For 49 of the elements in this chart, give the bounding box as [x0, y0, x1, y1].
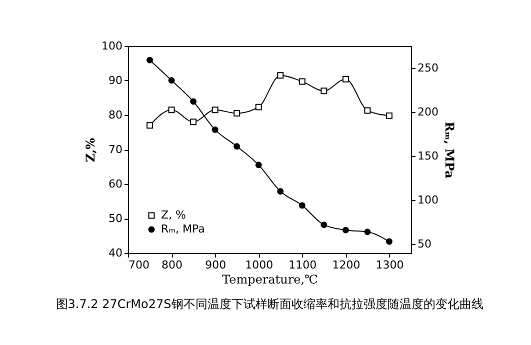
text: 图3.7.2 27CrMo27S钢不同温度下试样断面收缩率和抗拉强度随温度的变化曲线	[56, 297, 484, 311]
point	[386, 238, 392, 245]
point	[234, 110, 240, 117]
y2-axis-title: Rₘ, MPa	[442, 122, 456, 179]
y2-tick-label: 250	[418, 62, 438, 75]
point	[255, 162, 262, 168]
point	[364, 107, 371, 114]
y-tick-label: 70	[108, 143, 122, 156]
y-tick-label: 90	[108, 74, 122, 87]
x-tick-label: 1100	[288, 258, 317, 272]
x-tick-label: 1200	[332, 258, 360, 272]
x-tick-label: 800	[162, 258, 183, 272]
point	[386, 112, 392, 119]
legend-label: Rₘ, MPa	[161, 222, 205, 236]
y-tick-label: 100	[102, 40, 122, 52]
x-axis-title: Temperature,℃	[222, 272, 318, 286]
point	[298, 78, 306, 85]
y-tick-label: 40	[108, 246, 122, 260]
point	[255, 104, 262, 110]
x-tick-label: 900	[205, 258, 226, 272]
point	[212, 126, 218, 133]
y-axis-title: Z,%	[84, 137, 98, 162]
point	[364, 228, 371, 236]
y2-tick-label: 200	[418, 106, 438, 119]
point	[234, 143, 240, 150]
y-tick-label: 50	[108, 212, 122, 225]
point	[342, 76, 349, 82]
point	[146, 56, 154, 64]
y-tick-label: 60	[108, 178, 122, 190]
point	[190, 98, 197, 105]
y2-tick-label: 50	[418, 238, 432, 251]
point	[212, 106, 218, 114]
x-tick-label: 700	[128, 258, 150, 272]
y2-tick-label: 100	[418, 194, 438, 207]
point	[190, 118, 197, 126]
y2-tick-label: 150	[418, 150, 438, 163]
point	[277, 72, 284, 79]
point	[320, 222, 328, 228]
point	[168, 106, 175, 114]
point	[342, 226, 349, 234]
point	[168, 77, 175, 84]
point	[146, 122, 154, 129]
x-tick-label: 1000	[245, 258, 274, 272]
point	[320, 88, 328, 94]
point	[277, 188, 284, 195]
x-tick-label: 1300	[376, 258, 404, 272]
point	[298, 202, 306, 209]
legend-label: Z, %	[161, 208, 186, 222]
y-tick-label: 80	[108, 108, 122, 122]
